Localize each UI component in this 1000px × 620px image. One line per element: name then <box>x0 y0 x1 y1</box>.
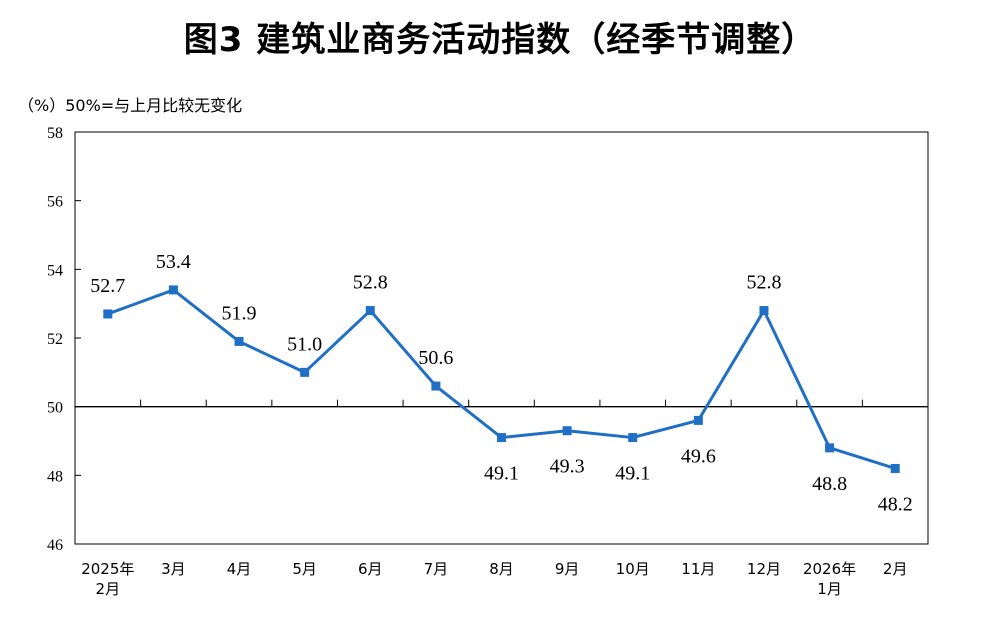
data-label: 52.8 <box>353 272 388 294</box>
x-tick-label: 2月 <box>96 580 121 598</box>
data-point-marker <box>693 415 703 425</box>
y-tick-label: 50 <box>47 400 63 417</box>
data-point-marker <box>168 285 178 295</box>
x-tick-label: 2026年 <box>803 560 856 578</box>
data-label: 51.9 <box>222 302 257 324</box>
data-label: 49.1 <box>484 463 519 485</box>
data-point-marker <box>628 433 638 443</box>
y-tick-label: 54 <box>47 262 63 279</box>
x-tick-label: 3月 <box>161 560 186 578</box>
data-label: 49.3 <box>550 456 585 478</box>
x-tick-label: 8月 <box>489 560 514 578</box>
data-point-marker <box>431 381 441 391</box>
x-tick-label: 12月 <box>747 560 781 578</box>
data-label: 50.6 <box>418 347 453 369</box>
x-tick-label: 10月 <box>616 560 650 578</box>
data-label: 49.6 <box>681 445 716 467</box>
x-tick-label: 5月 <box>292 560 317 578</box>
x-tick-label: 4月 <box>227 560 252 578</box>
data-point-marker <box>562 426 572 436</box>
data-point-marker <box>300 367 310 377</box>
data-point-marker <box>103 309 113 319</box>
x-tick-label: 2月 <box>883 560 908 578</box>
data-label: 48.2 <box>878 493 913 515</box>
x-tick-label: 9月 <box>555 560 580 578</box>
y-tick-label: 52 <box>47 331 63 348</box>
y-tick-label: 48 <box>47 468 63 485</box>
data-label: 48.8 <box>812 473 847 495</box>
data-point-marker <box>234 336 244 346</box>
data-point-marker <box>497 433 506 443</box>
data-point-marker <box>759 306 769 316</box>
data-point-marker <box>890 463 900 473</box>
x-tick-label: 7月 <box>424 560 449 578</box>
y-tick-label: 56 <box>47 194 63 211</box>
data-label: 52.8 <box>746 272 781 294</box>
data-label: 53.4 <box>156 251 191 273</box>
chart-title: 图3 建筑业商务活动指数（经季节调整） <box>183 20 817 60</box>
y-tick-label: 58 <box>47 125 63 142</box>
data-point-marker <box>365 306 375 316</box>
x-tick-label: 11月 <box>681 560 715 578</box>
x-tick-label: 6月 <box>358 560 383 578</box>
data-label: 51.0 <box>287 333 322 355</box>
data-point-marker <box>825 443 835 453</box>
x-tick-label: 1月 <box>817 580 842 598</box>
x-tick-label: 2025年 <box>81 560 134 578</box>
data-label: 52.7 <box>90 275 125 297</box>
y-tick-label: 46 <box>47 537 63 554</box>
data-label: 49.1 <box>615 463 650 485</box>
y-axis-unit-label: （%）50%=与上月比较无变化 <box>18 96 243 115</box>
